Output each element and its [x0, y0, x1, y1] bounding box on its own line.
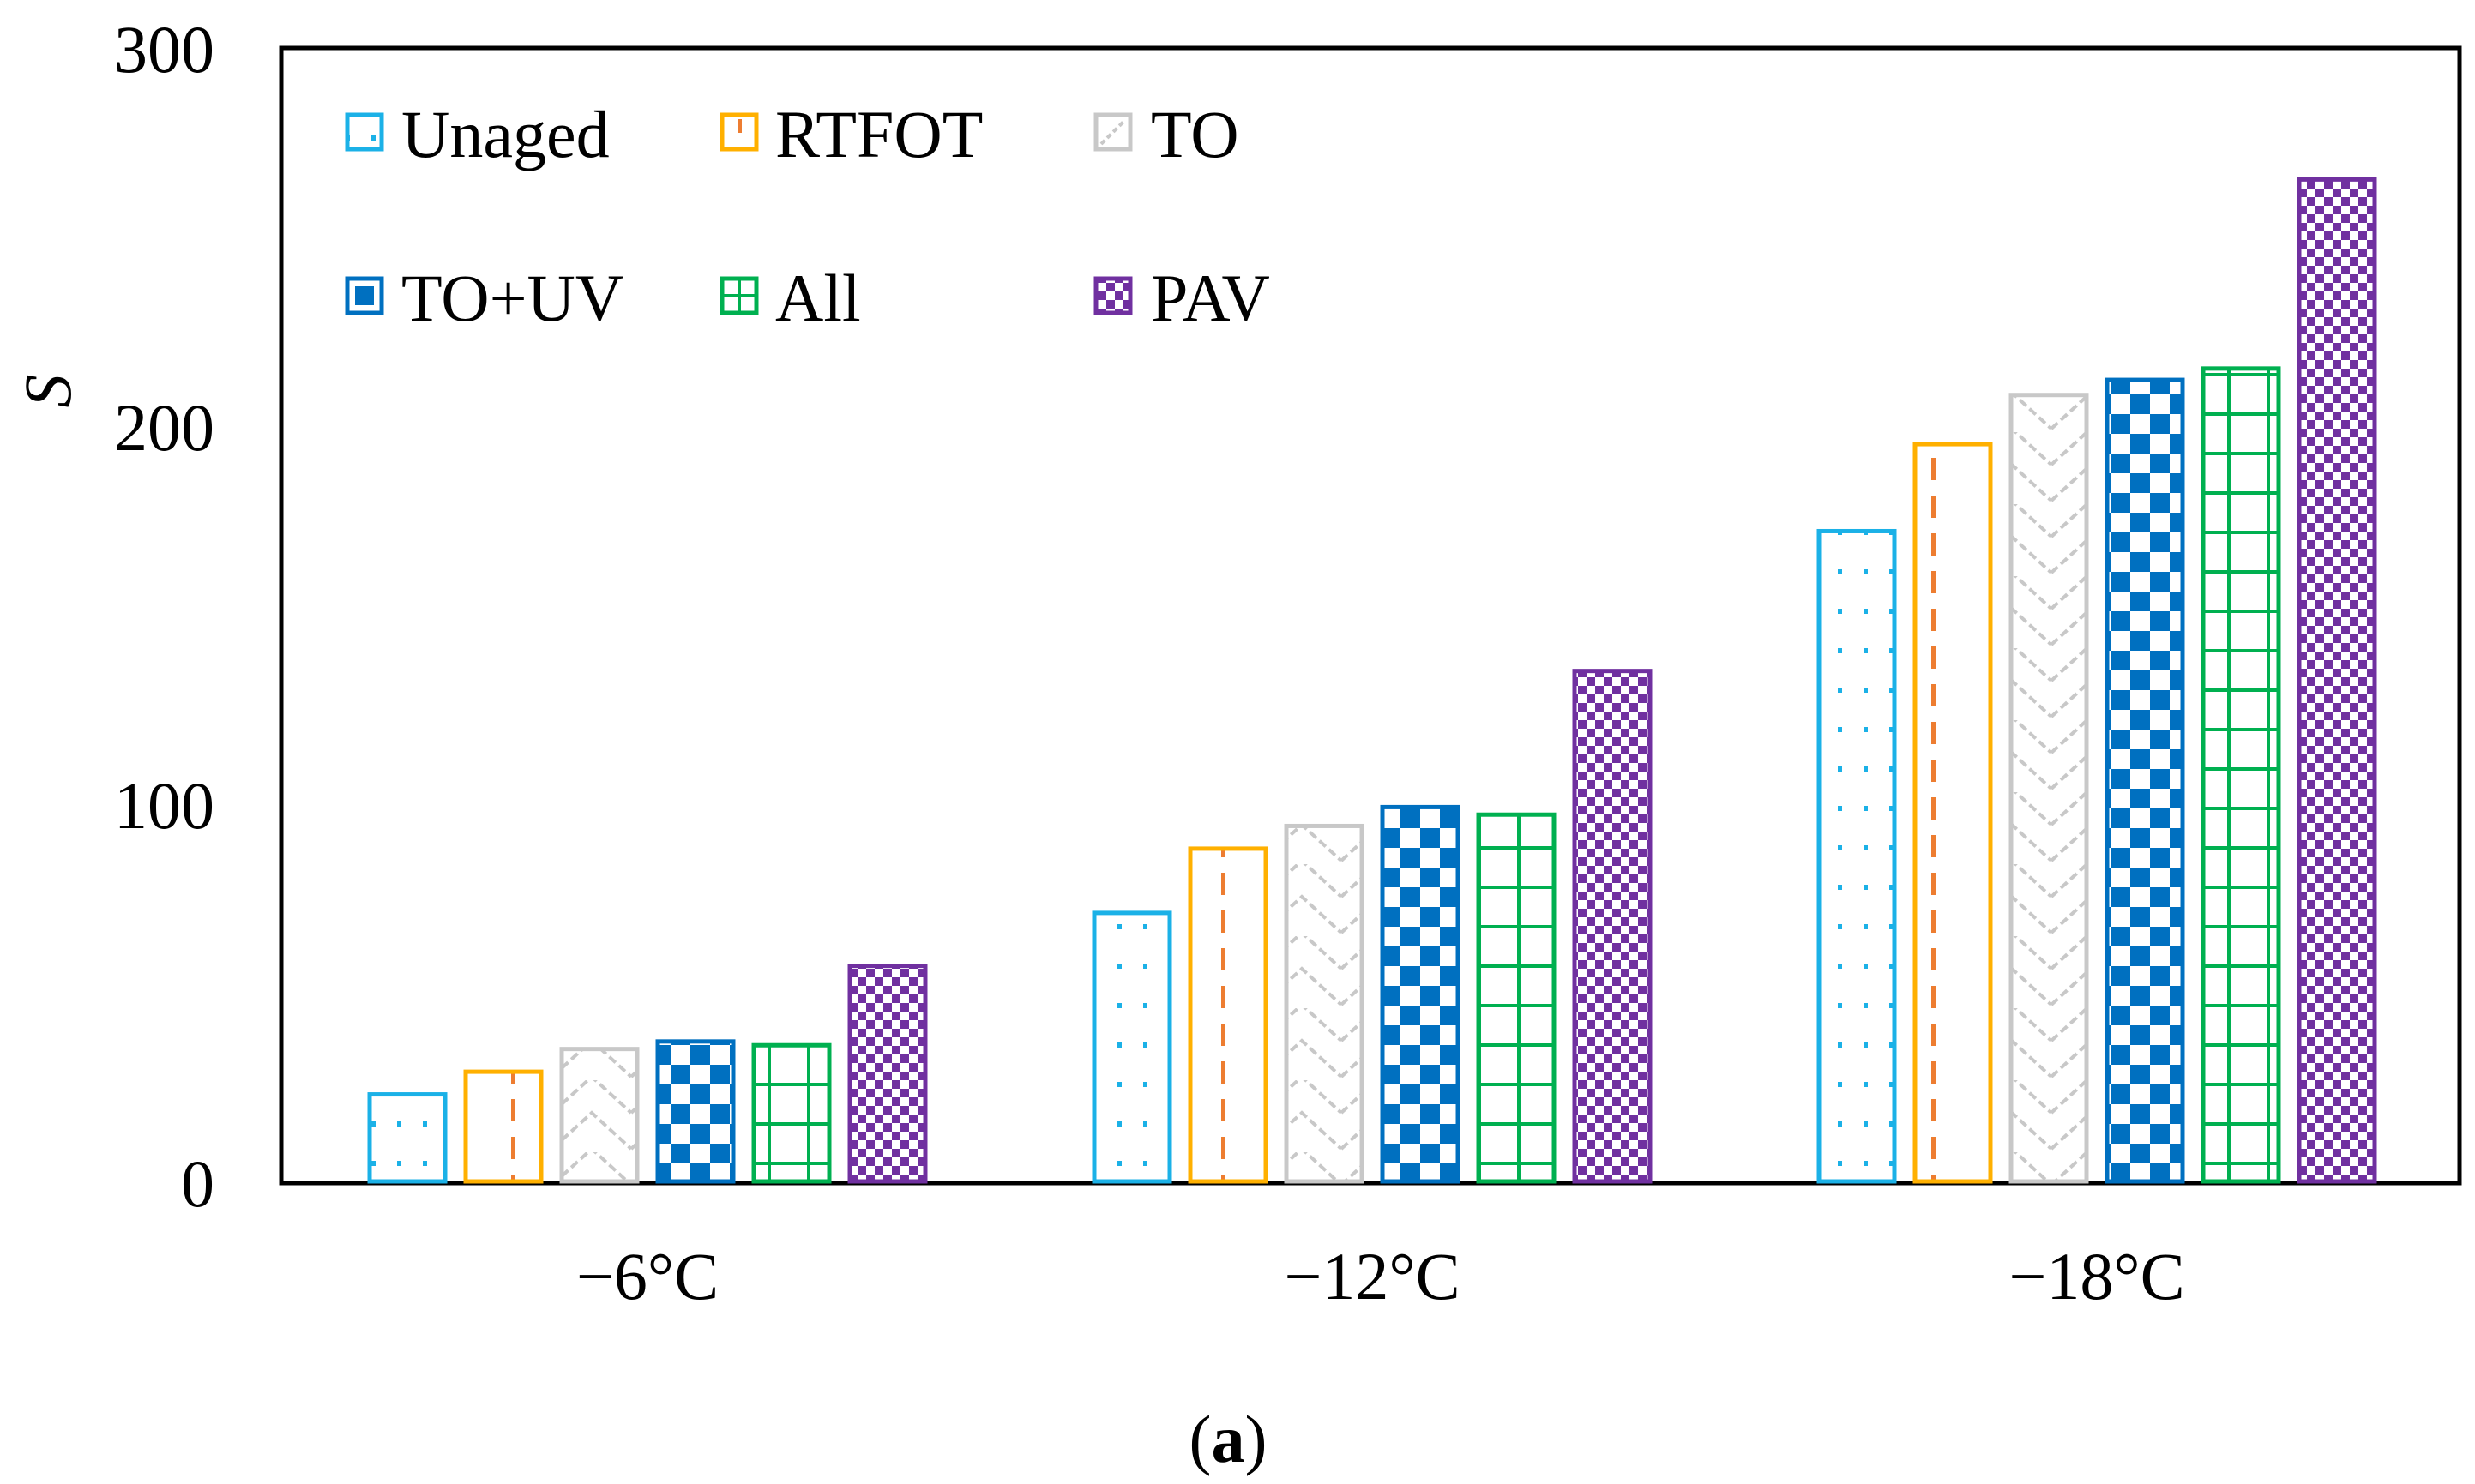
legend-swatch-pav — [1093, 276, 1133, 315]
bar-to-uv-1 — [655, 1039, 736, 1184]
legend-label-to-uv: TO+UV — [401, 261, 623, 335]
caption-letter: a — [1212, 1402, 1245, 1476]
legend-item-all: All — [720, 261, 861, 335]
bar-to-2 — [1284, 823, 1364, 1184]
bar-to-uv-2 — [1380, 804, 1460, 1184]
bar-rtfot-3 — [1912, 442, 1993, 1184]
legend-swatch-all-mark — [722, 279, 756, 313]
bar-all-2 — [1476, 812, 1557, 1184]
bar-to-3 — [2008, 393, 2089, 1184]
bar-pav-3 — [2297, 177, 2377, 1184]
bar-all-3 — [2201, 366, 2281, 1184]
legend-swatch-unaged — [345, 112, 384, 152]
bar-pav-2 — [1572, 669, 1653, 1184]
y-axis-title: S — [10, 375, 85, 408]
bar-to-1 — [559, 1047, 640, 1184]
legend-item-to: TO — [1093, 97, 1239, 171]
x-category-label: −12°C — [1284, 1239, 1460, 1313]
bar-unaged-1 — [367, 1092, 448, 1184]
bar-unaged-2 — [1092, 910, 1172, 1184]
legend-swatch-to-mark — [1099, 118, 1127, 146]
figure-caption: (a) — [1189, 1402, 1268, 1476]
x-category-label: −18°C — [2008, 1239, 2184, 1313]
plot-frame — [279, 45, 2462, 1186]
legend: Unaged RTFOT TO TO+UV All PAV — [345, 97, 1270, 335]
legend-label-to: TO — [1151, 97, 1239, 171]
bar-pav-1 — [847, 964, 928, 1184]
legend-label-unaged: Unaged — [401, 97, 610, 171]
y-tick-label: 300 — [114, 12, 214, 87]
legend-item-rtfot: RTFOT — [720, 97, 983, 171]
bars-layer — [367, 177, 2377, 1184]
legend-label-rtfot: RTFOT — [775, 97, 983, 171]
bar-all-1 — [751, 1042, 832, 1184]
bar-rtfot-1 — [463, 1069, 544, 1184]
legend-label-all: All — [775, 261, 861, 335]
legend-swatch-rtfot-mark — [738, 119, 742, 133]
x-category-label: −6°C — [576, 1239, 719, 1313]
bar-to-uv-3 — [2105, 377, 2185, 1184]
bar-unaged-3 — [1816, 528, 1897, 1184]
y-tick-label: 0 — [181, 1146, 214, 1221]
legend-item-unaged: Unaged — [345, 97, 610, 171]
legend-item-to-uv: TO+UV — [345, 261, 623, 335]
legend-label-pav: PAV — [1151, 261, 1270, 335]
legend-item-pav: PAV — [1093, 261, 1270, 335]
y-tick-label: 200 — [114, 390, 214, 465]
legend-swatch-to-uv-mark — [355, 286, 374, 305]
bar-rtfot-2 — [1188, 846, 1268, 1184]
y-tick-label: 100 — [114, 768, 214, 843]
